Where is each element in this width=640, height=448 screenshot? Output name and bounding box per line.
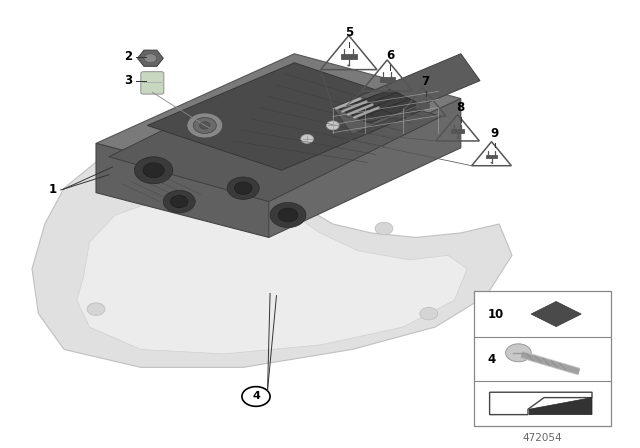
- Polygon shape: [364, 100, 402, 116]
- Text: 5: 5: [345, 26, 353, 39]
- Text: 472054: 472054: [523, 433, 562, 443]
- Circle shape: [456, 137, 459, 138]
- Polygon shape: [358, 108, 397, 123]
- Text: 3: 3: [124, 74, 132, 87]
- Circle shape: [386, 86, 388, 88]
- Circle shape: [301, 134, 314, 143]
- Polygon shape: [376, 96, 414, 111]
- Text: 2: 2: [124, 50, 132, 64]
- Circle shape: [187, 113, 223, 138]
- Polygon shape: [369, 93, 408, 108]
- Polygon shape: [333, 54, 480, 134]
- Circle shape: [326, 121, 339, 130]
- Circle shape: [242, 387, 270, 406]
- Polygon shape: [382, 99, 420, 114]
- Polygon shape: [529, 398, 592, 415]
- Circle shape: [193, 117, 216, 134]
- Text: 4: 4: [488, 353, 496, 366]
- Polygon shape: [77, 193, 467, 354]
- Polygon shape: [96, 54, 461, 188]
- Text: 4: 4: [252, 392, 260, 401]
- Polygon shape: [339, 99, 378, 114]
- Text: 8: 8: [457, 101, 465, 114]
- Circle shape: [420, 307, 438, 320]
- Circle shape: [421, 112, 424, 114]
- Text: 7: 7: [422, 75, 429, 88]
- Circle shape: [170, 195, 188, 208]
- FancyBboxPatch shape: [340, 54, 357, 59]
- Text: 6: 6: [387, 49, 394, 62]
- FancyBboxPatch shape: [474, 291, 611, 426]
- Circle shape: [348, 65, 350, 66]
- Polygon shape: [370, 103, 408, 119]
- Circle shape: [234, 182, 252, 194]
- Polygon shape: [269, 99, 461, 237]
- Text: 10: 10: [488, 307, 504, 321]
- Circle shape: [278, 208, 298, 222]
- Polygon shape: [351, 94, 389, 109]
- FancyBboxPatch shape: [141, 72, 164, 94]
- FancyBboxPatch shape: [415, 103, 429, 108]
- Polygon shape: [490, 392, 592, 415]
- Polygon shape: [363, 90, 401, 105]
- FancyBboxPatch shape: [486, 155, 497, 159]
- Circle shape: [490, 162, 493, 164]
- Circle shape: [375, 222, 393, 235]
- Circle shape: [506, 344, 531, 362]
- Polygon shape: [109, 72, 442, 202]
- Text: 9: 9: [491, 126, 499, 140]
- Polygon shape: [357, 97, 396, 112]
- Polygon shape: [352, 105, 390, 120]
- Polygon shape: [32, 143, 512, 367]
- Circle shape: [143, 163, 164, 178]
- Circle shape: [87, 303, 105, 315]
- Circle shape: [151, 173, 169, 185]
- FancyBboxPatch shape: [380, 77, 394, 82]
- Polygon shape: [138, 50, 163, 66]
- Polygon shape: [147, 63, 429, 170]
- Circle shape: [134, 157, 173, 184]
- Circle shape: [163, 190, 195, 213]
- Circle shape: [200, 122, 210, 129]
- Text: 1: 1: [49, 183, 57, 197]
- Circle shape: [227, 177, 259, 199]
- Polygon shape: [96, 143, 269, 237]
- Polygon shape: [531, 302, 581, 327]
- Polygon shape: [346, 102, 384, 117]
- FancyBboxPatch shape: [451, 129, 464, 133]
- Circle shape: [270, 202, 306, 228]
- Circle shape: [144, 54, 157, 63]
